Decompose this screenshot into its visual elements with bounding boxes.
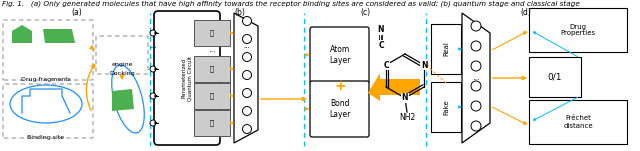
FancyBboxPatch shape (154, 11, 220, 145)
FancyBboxPatch shape (194, 83, 230, 109)
FancyBboxPatch shape (529, 8, 627, 52)
Polygon shape (12, 25, 32, 43)
Circle shape (471, 21, 481, 31)
FancyBboxPatch shape (529, 100, 627, 144)
Circle shape (471, 121, 481, 131)
Circle shape (243, 16, 252, 26)
FancyBboxPatch shape (431, 24, 461, 74)
Text: 🏃: 🏃 (210, 66, 214, 72)
Text: N: N (421, 61, 428, 69)
Text: Real: Real (443, 42, 449, 56)
FancyBboxPatch shape (3, 84, 93, 138)
FancyBboxPatch shape (529, 57, 581, 97)
Text: 0/1: 0/1 (548, 72, 563, 82)
Polygon shape (462, 13, 490, 143)
Circle shape (471, 61, 481, 71)
Text: N: N (402, 93, 408, 103)
Text: C: C (383, 61, 388, 69)
Text: ...: ... (472, 74, 480, 82)
Text: Binding site: Binding site (28, 135, 65, 140)
Text: +: + (334, 79, 346, 93)
Circle shape (150, 120, 156, 126)
Text: Fake: Fake (443, 99, 449, 115)
Polygon shape (234, 13, 258, 143)
Text: 🏃: 🏃 (210, 93, 214, 99)
Text: NH2: NH2 (399, 114, 415, 122)
Polygon shape (112, 89, 134, 111)
FancyBboxPatch shape (194, 20, 230, 46)
Text: Docking: Docking (109, 71, 135, 76)
FancyBboxPatch shape (194, 56, 230, 82)
FancyBboxPatch shape (194, 110, 230, 136)
Text: Bond
Layer: Bond Layer (330, 99, 351, 119)
Text: (c): (c) (360, 8, 370, 17)
Text: 🏃: 🏃 (210, 120, 214, 126)
Circle shape (243, 125, 252, 133)
Text: (b): (b) (235, 8, 245, 17)
Circle shape (243, 53, 252, 61)
FancyBboxPatch shape (3, 20, 93, 80)
Circle shape (150, 66, 156, 72)
Text: Drug
Properties: Drug Properties (561, 24, 596, 37)
Text: ...: ... (208, 45, 216, 53)
Text: Fig. 1.   (a) Only generated molecules that have high affinity towards the recep: Fig. 1. (a) Only generated molecules tha… (2, 0, 580, 7)
Text: Drug fragments: Drug fragments (21, 77, 71, 82)
Text: C: C (378, 40, 384, 50)
FancyBboxPatch shape (96, 36, 148, 74)
Circle shape (150, 93, 156, 99)
Text: engine: engine (111, 62, 132, 67)
FancyBboxPatch shape (310, 81, 369, 137)
Circle shape (243, 88, 252, 98)
Text: Fréchet
distance: Fréchet distance (563, 116, 593, 129)
Text: Atom
Layer: Atom Layer (330, 45, 351, 65)
Polygon shape (43, 29, 75, 43)
Text: (a): (a) (72, 8, 83, 17)
Circle shape (150, 30, 156, 36)
Text: (d): (d) (520, 8, 531, 17)
Circle shape (471, 81, 481, 91)
Text: ...: ... (149, 42, 157, 50)
FancyBboxPatch shape (310, 27, 369, 83)
Circle shape (471, 101, 481, 111)
Text: 🏃: 🏃 (210, 30, 214, 36)
Circle shape (243, 106, 252, 116)
Circle shape (243, 34, 252, 43)
Circle shape (243, 71, 252, 79)
Text: N: N (378, 26, 384, 34)
Text: ...: ... (244, 43, 250, 49)
Circle shape (471, 41, 481, 51)
FancyBboxPatch shape (431, 82, 461, 132)
Polygon shape (368, 73, 420, 101)
Text: Parameterized
Quantum Circuit: Parameterized Quantum Circuit (182, 55, 193, 101)
